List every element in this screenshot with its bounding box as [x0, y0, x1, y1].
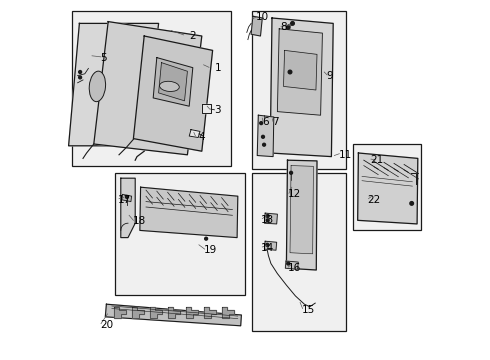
Polygon shape — [69, 23, 159, 146]
Text: 10: 10 — [256, 12, 269, 22]
Ellipse shape — [160, 81, 179, 91]
Text: 2: 2 — [189, 31, 196, 41]
Polygon shape — [114, 307, 126, 318]
Polygon shape — [105, 304, 242, 326]
Polygon shape — [202, 104, 211, 113]
Text: 4: 4 — [198, 132, 205, 142]
Polygon shape — [204, 307, 216, 318]
Text: 3: 3 — [215, 105, 221, 115]
Polygon shape — [277, 29, 322, 115]
Polygon shape — [159, 63, 187, 101]
Bar — [252, 173, 346, 331]
Polygon shape — [132, 307, 144, 318]
Text: 18: 18 — [133, 216, 146, 226]
Text: 15: 15 — [302, 305, 315, 315]
Polygon shape — [221, 307, 234, 318]
Text: 12: 12 — [288, 189, 301, 199]
Polygon shape — [358, 153, 418, 224]
Polygon shape — [290, 166, 314, 254]
Polygon shape — [284, 50, 317, 90]
Polygon shape — [149, 307, 162, 318]
Circle shape — [263, 143, 266, 146]
Circle shape — [291, 22, 294, 25]
Text: 17: 17 — [118, 195, 131, 205]
Text: 9: 9 — [326, 71, 333, 81]
Polygon shape — [153, 58, 193, 106]
Ellipse shape — [89, 71, 105, 102]
Circle shape — [79, 71, 81, 73]
Polygon shape — [186, 307, 198, 318]
Text: 5: 5 — [100, 53, 107, 63]
Polygon shape — [189, 130, 200, 138]
Text: 20: 20 — [100, 320, 113, 330]
Text: 14: 14 — [261, 243, 274, 253]
Text: 22: 22 — [368, 195, 381, 205]
Polygon shape — [285, 261, 298, 269]
Circle shape — [79, 76, 81, 79]
Text: 8: 8 — [280, 22, 287, 32]
Bar — [353, 144, 421, 230]
Circle shape — [266, 215, 269, 217]
Circle shape — [125, 195, 128, 198]
Circle shape — [266, 219, 269, 222]
Polygon shape — [140, 187, 238, 238]
Circle shape — [410, 202, 414, 205]
Polygon shape — [270, 18, 333, 157]
Circle shape — [266, 243, 269, 246]
Text: 19: 19 — [204, 245, 217, 255]
Polygon shape — [251, 16, 262, 36]
Text: 16: 16 — [288, 263, 301, 273]
Polygon shape — [122, 194, 132, 202]
Polygon shape — [265, 213, 277, 224]
Polygon shape — [286, 160, 317, 270]
Circle shape — [287, 262, 290, 265]
Text: 21: 21 — [370, 155, 384, 165]
Polygon shape — [121, 178, 135, 238]
Circle shape — [290, 171, 293, 174]
Polygon shape — [168, 307, 180, 318]
Circle shape — [286, 26, 290, 29]
Polygon shape — [257, 115, 274, 157]
Text: 7: 7 — [272, 117, 279, 127]
Circle shape — [260, 122, 263, 125]
Polygon shape — [133, 36, 213, 151]
Circle shape — [262, 135, 265, 138]
Text: 11: 11 — [339, 150, 352, 160]
Polygon shape — [265, 241, 277, 250]
Circle shape — [205, 237, 208, 240]
Text: 6: 6 — [262, 117, 269, 127]
Bar — [116, 173, 245, 295]
Polygon shape — [94, 22, 202, 155]
Bar — [72, 11, 231, 166]
Bar — [252, 11, 346, 169]
Circle shape — [288, 70, 292, 74]
Text: 13: 13 — [261, 215, 274, 225]
Text: 1: 1 — [215, 63, 221, 73]
